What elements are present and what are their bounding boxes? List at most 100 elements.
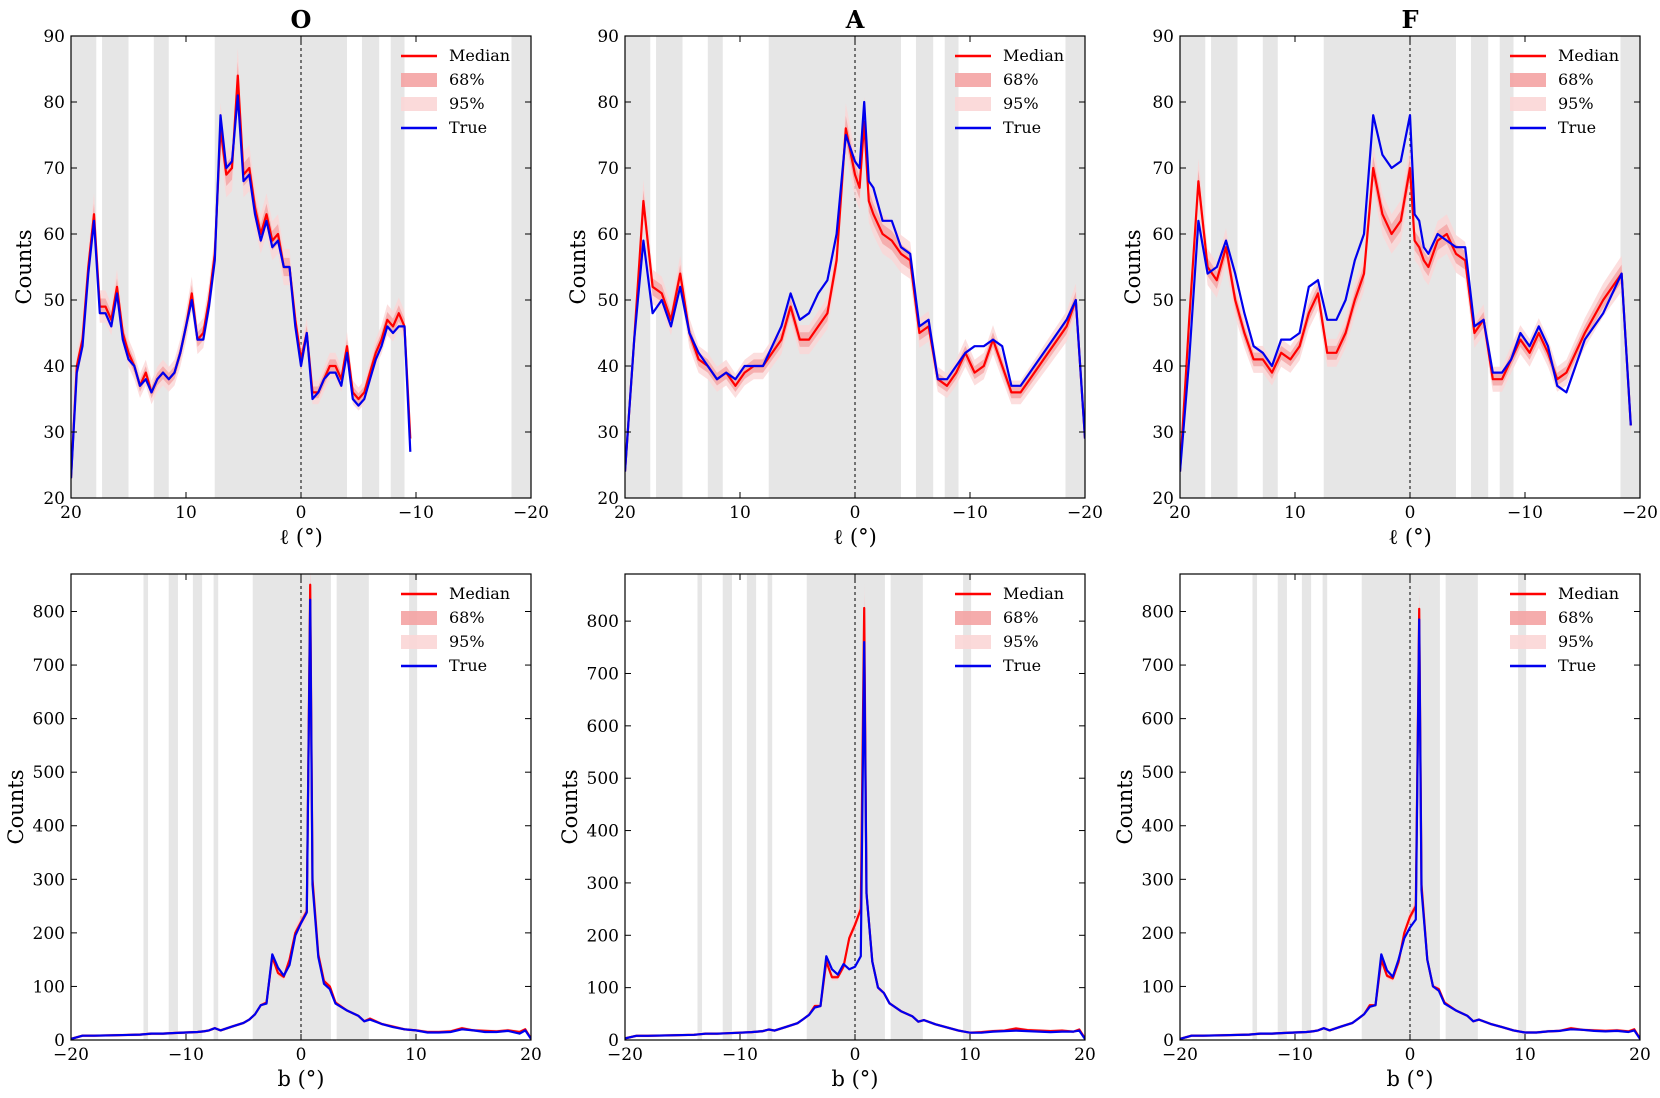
masked-band: [192, 574, 203, 1040]
masked-band: [336, 574, 369, 1040]
series-true: [625, 100, 1085, 472]
legend-median-label: Median: [1003, 584, 1064, 603]
y-tick-label: 500: [587, 769, 619, 789]
x-tick-label: 10: [959, 1045, 981, 1065]
masked-band: [1322, 574, 1328, 1040]
x-tick-label: 20: [1169, 503, 1191, 523]
legend-68-label: 68%: [1558, 70, 1594, 89]
y-tick-label: 800: [33, 602, 65, 622]
legend: Median 68% 95% True: [401, 584, 510, 675]
x-axis-label: b (°): [831, 1067, 878, 1091]
x-tick-label: −10: [952, 503, 988, 523]
masked-band: [168, 574, 178, 1040]
y-tick-label: 100: [587, 979, 619, 999]
masked-band: [153, 36, 169, 498]
x-tick-label: 10: [175, 503, 197, 523]
y-tick-label: 600: [587, 717, 619, 737]
masked-band: [1065, 36, 1085, 498]
x-tick-label: 0: [850, 1045, 861, 1065]
masked-band: [1323, 36, 1456, 498]
x-tick-label: 10: [1514, 1045, 1536, 1065]
legend-68-label: 68%: [1558, 608, 1594, 627]
legend-95-swatch: [1510, 635, 1546, 649]
y-tick-label: 700: [1142, 656, 1174, 676]
masked-band: [915, 36, 934, 498]
legend-68-label: 68%: [449, 608, 485, 627]
y-tick-label: 30: [1152, 423, 1174, 443]
masked-band: [963, 574, 972, 1040]
band-68: [625, 109, 1085, 476]
x-tick-label: 0: [1405, 503, 1416, 523]
panel-title: O: [291, 5, 312, 34]
x-tick-label: 0: [296, 1045, 307, 1065]
masked-regions: [143, 574, 418, 1040]
y-tick-label: 300: [587, 874, 619, 894]
legend-median-label: Median: [1558, 584, 1619, 603]
x-axis-label: ℓ (°): [833, 525, 877, 549]
panel-title: F: [1401, 5, 1418, 34]
masked-band: [1470, 36, 1489, 498]
y-tick-label: 600: [1142, 710, 1174, 730]
y-tick-label: 400: [1142, 817, 1174, 837]
y-tick-label: 0: [54, 1031, 65, 1051]
masked-band: [1361, 574, 1440, 1040]
y-tick-label: 70: [597, 159, 619, 179]
x-tick-label: 20: [1074, 1045, 1096, 1065]
legend-true-label: True: [449, 118, 487, 137]
masked-regions: [71, 36, 531, 498]
y-tick-label: 40: [43, 357, 65, 377]
series-median: [1180, 166, 1632, 472]
x-tick-label: −20: [1067, 503, 1103, 523]
panel-F-l: 20 10 0 −10 −20 20 30 40 50 60 70 80 90 ℓ (°) Counts F M…: [1121, 5, 1658, 549]
y-tick-label: 90: [43, 27, 65, 47]
x-tick-label: −10: [1277, 1045, 1313, 1065]
masked-band: [746, 574, 757, 1040]
series-true: [1180, 618, 1640, 1040]
legend-68-swatch: [1510, 73, 1546, 87]
legend-95-label: 95%: [1003, 632, 1039, 651]
y-axis-label: Counts: [12, 230, 36, 305]
y-axis-label: Counts: [1121, 230, 1145, 305]
masked-band: [252, 574, 331, 1040]
y-tick-label: 80: [43, 93, 65, 113]
y-tick-label: 100: [1142, 977, 1174, 997]
y-tick-label: 80: [597, 93, 619, 113]
y-tick-label: 70: [1152, 159, 1174, 179]
y-tick-label: 200: [33, 924, 65, 944]
masked-band: [1252, 574, 1258, 1040]
legend-95-swatch: [401, 635, 437, 649]
legend-95-label: 95%: [449, 632, 485, 651]
y-tick-label: 30: [597, 423, 619, 443]
series-true: [71, 94, 412, 479]
x-tick-label: 0: [1405, 1045, 1416, 1065]
y-tick-label: 300: [1142, 870, 1174, 890]
masked-band: [1277, 574, 1287, 1040]
legend-true-label: True: [449, 656, 487, 675]
y-tick-label: 500: [1142, 763, 1174, 783]
y-tick-label: 0: [1163, 1031, 1174, 1051]
x-tick-label: −20: [1162, 1045, 1198, 1065]
masked-band: [1445, 574, 1478, 1040]
y-tick-label: 60: [43, 225, 65, 245]
legend-true-label: True: [1558, 118, 1596, 137]
x-tick-label: 10: [1284, 503, 1306, 523]
y-tick-label: 50: [1152, 291, 1174, 311]
y-tick-label: 600: [33, 710, 65, 730]
x-tick-label: −20: [1622, 503, 1658, 523]
y-tick-label: 60: [1152, 225, 1174, 245]
y-tick-label: 90: [597, 27, 619, 47]
y-tick-label: 800: [587, 612, 619, 632]
x-tick-label: 20: [614, 503, 636, 523]
y-tick-label: 400: [587, 822, 619, 842]
x-tick-label: −10: [398, 503, 434, 523]
y-tick-label: 200: [1142, 924, 1174, 944]
masked-band: [722, 574, 732, 1040]
masked-band: [1262, 36, 1278, 498]
y-tick-label: 300: [33, 870, 65, 890]
legend-95-swatch: [401, 97, 437, 111]
y-tick-label: 100: [33, 977, 65, 997]
masked-band: [1301, 574, 1312, 1040]
y-tick-label: 700: [587, 664, 619, 684]
